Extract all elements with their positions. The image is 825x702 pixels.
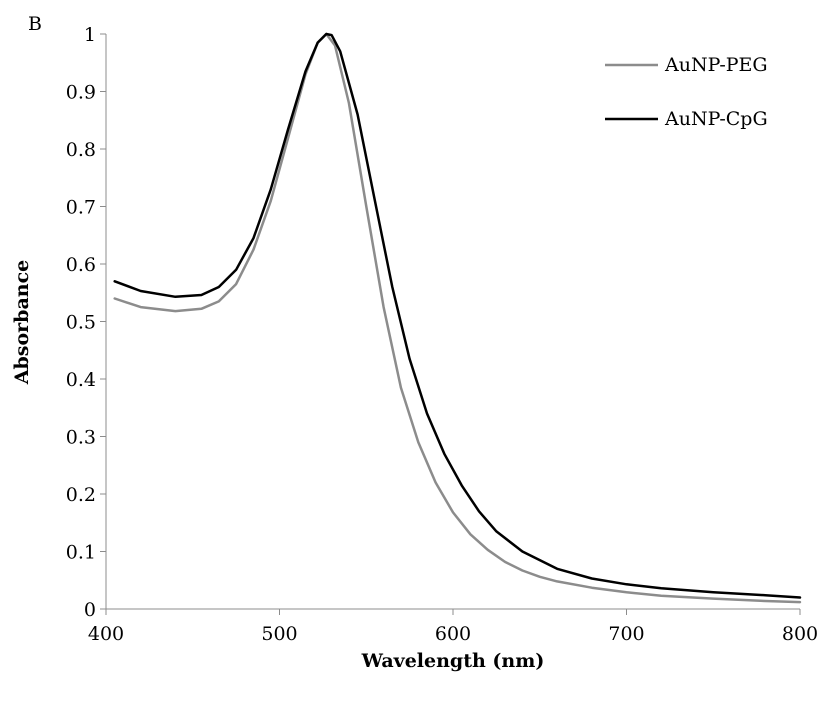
legend-label: AuNP-PEG — [664, 54, 768, 76]
y-tick-label: 0.3 — [66, 427, 96, 449]
y-tick-label: 0.1 — [66, 542, 96, 564]
y-tick-label: 0 — [84, 599, 96, 621]
axes: 0 0.1 0.2 0.3 0.4 0.5 0.6 0.7 0.8 0.9 1 400 500 600 70… — [66, 24, 818, 645]
y-tick-label: 0.7 — [66, 197, 96, 219]
y-tick-label: 0.8 — [66, 139, 96, 161]
series-line-aunp-cpg — [113, 32, 802, 599]
legend-label: AuNP-CpG — [664, 108, 768, 130]
y-tick-label: 0.4 — [66, 369, 96, 391]
y-tick-label: 1 — [84, 24, 96, 46]
x-tick-label: 800 — [782, 623, 818, 645]
series-layer — [113, 32, 802, 604]
y-tick-label: 0.2 — [66, 484, 96, 506]
legend: AuNP-PEG AuNP-CpG — [605, 54, 768, 130]
x-tick-label: 500 — [261, 623, 297, 645]
y-tick-label: 0.6 — [66, 254, 96, 276]
y-axis-title: Absorbance — [11, 260, 33, 385]
x-axis-title: Wavelength (nm) — [361, 650, 545, 672]
x-tick-label: 700 — [608, 623, 644, 645]
x-tick-label: 600 — [435, 623, 471, 645]
y-tick-label: 0.9 — [66, 82, 96, 104]
series-line-aunp-peg — [113, 32, 802, 604]
panel-label: B — [28, 13, 42, 35]
y-tick-label: 0.5 — [66, 312, 96, 334]
x-tick-label: 400 — [88, 623, 124, 645]
